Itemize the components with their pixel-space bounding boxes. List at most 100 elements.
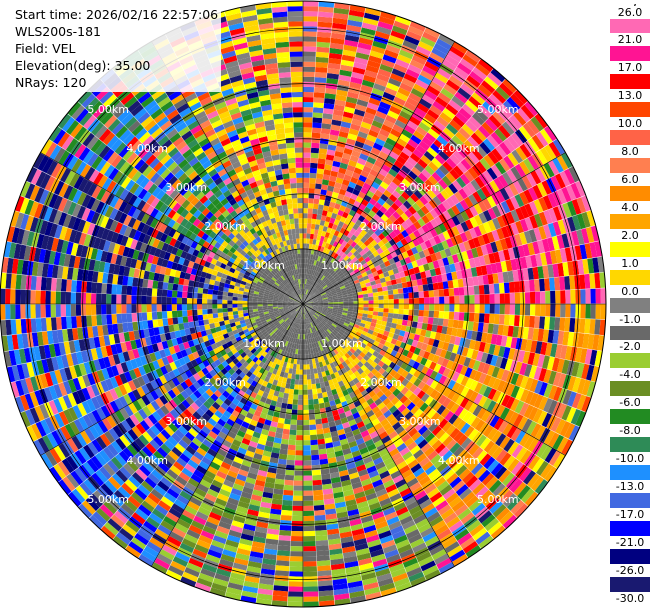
range-gate [368, 210, 376, 218]
range-gate [374, 410, 384, 419]
range-gate [362, 313, 368, 318]
range-gate [353, 351, 360, 358]
range-gate [329, 134, 339, 141]
range-gate [338, 345, 344, 351]
range-gate [389, 230, 397, 239]
range-gate [589, 242, 598, 258]
range-gate [381, 229, 390, 238]
range-gate [527, 155, 539, 170]
range-gate [366, 317, 373, 323]
range-gate [344, 39, 359, 48]
range-gate [364, 345, 371, 352]
range-gate [474, 294, 480, 304]
range-gate [393, 534, 408, 545]
range-gate [325, 442, 334, 449]
range-gate [510, 166, 522, 180]
range-gate [466, 249, 474, 260]
range-gate [387, 110, 399, 120]
range-gate [388, 258, 396, 265]
range-gate [342, 211, 349, 219]
range-gate [323, 300, 329, 302]
range-gate [488, 283, 495, 294]
range-gate [424, 535, 440, 547]
range-gate [349, 281, 355, 286]
range-gate [438, 179, 448, 190]
range-gate [421, 365, 429, 375]
range-gate [312, 388, 318, 395]
range-gate [295, 455, 303, 461]
range-gate [350, 354, 357, 361]
range-gate [318, 329, 323, 335]
range-gate [303, 71, 315, 77]
range-gate [371, 394, 380, 402]
range-gate [322, 226, 328, 232]
range-gate [293, 495, 303, 501]
range-gate [293, 394, 299, 400]
range-gate [398, 169, 408, 179]
range-gate [346, 336, 352, 343]
range-gate [430, 253, 438, 262]
range-gate [316, 545, 329, 552]
range-gate [552, 139, 566, 155]
range-gate [337, 295, 343, 299]
range-gate [336, 279, 343, 284]
range-gate [373, 483, 386, 493]
range-gate [334, 450, 344, 458]
range-gate [319, 334, 324, 340]
range-gate [515, 207, 525, 221]
range-gate [313, 302, 319, 304]
range-gate [489, 304, 495, 314]
range-gate [306, 307, 310, 313]
range-gate [452, 41, 468, 54]
range-gate [460, 536, 476, 550]
range-gate [538, 382, 548, 396]
range-gate [418, 335, 425, 343]
range-gate [553, 386, 563, 402]
range-gate [303, 389, 308, 395]
range-gate [292, 505, 303, 511]
range-gate [532, 353, 541, 367]
range-gate [399, 515, 413, 526]
range-gate [504, 409, 515, 423]
range-gate [390, 470, 402, 480]
range-gate [300, 339, 303, 345]
range-gate [315, 61, 328, 68]
range-gate [372, 142, 383, 151]
range-gate [347, 232, 354, 239]
range-gate [418, 425, 428, 436]
range-gate [416, 551, 432, 563]
range-gate [299, 374, 303, 380]
range-gate [342, 152, 352, 160]
range-gate [306, 274, 310, 280]
range-gate [303, 253, 306, 259]
range-gate [427, 338, 435, 346]
range-gate [404, 424, 415, 434]
range-gate [419, 402, 429, 412]
range-gate [336, 353, 342, 359]
range-gate [530, 340, 538, 353]
range-gate [313, 265, 318, 271]
range-gate [321, 230, 327, 237]
range-gate [349, 347, 356, 354]
range-gate [451, 226, 460, 236]
range-gate [414, 176, 425, 186]
range-gate [303, 1, 319, 7]
range-gate [430, 346, 438, 355]
range-gate [307, 218, 312, 224]
range-gate [303, 132, 312, 138]
range-gate [313, 314, 318, 319]
range-gate [407, 459, 419, 469]
range-gate [394, 438, 404, 448]
range-gate [309, 292, 314, 297]
range-gate [308, 285, 312, 291]
range-gate [436, 116, 449, 128]
range-gate [537, 328, 545, 342]
range-gate [321, 311, 327, 315]
range-gate [303, 414, 310, 421]
range-gate [337, 193, 345, 201]
range-gate [495, 190, 506, 203]
range-gate [401, 221, 410, 230]
range-gate [346, 313, 353, 317]
range-gate [355, 437, 365, 446]
range-gate [309, 429, 317, 436]
